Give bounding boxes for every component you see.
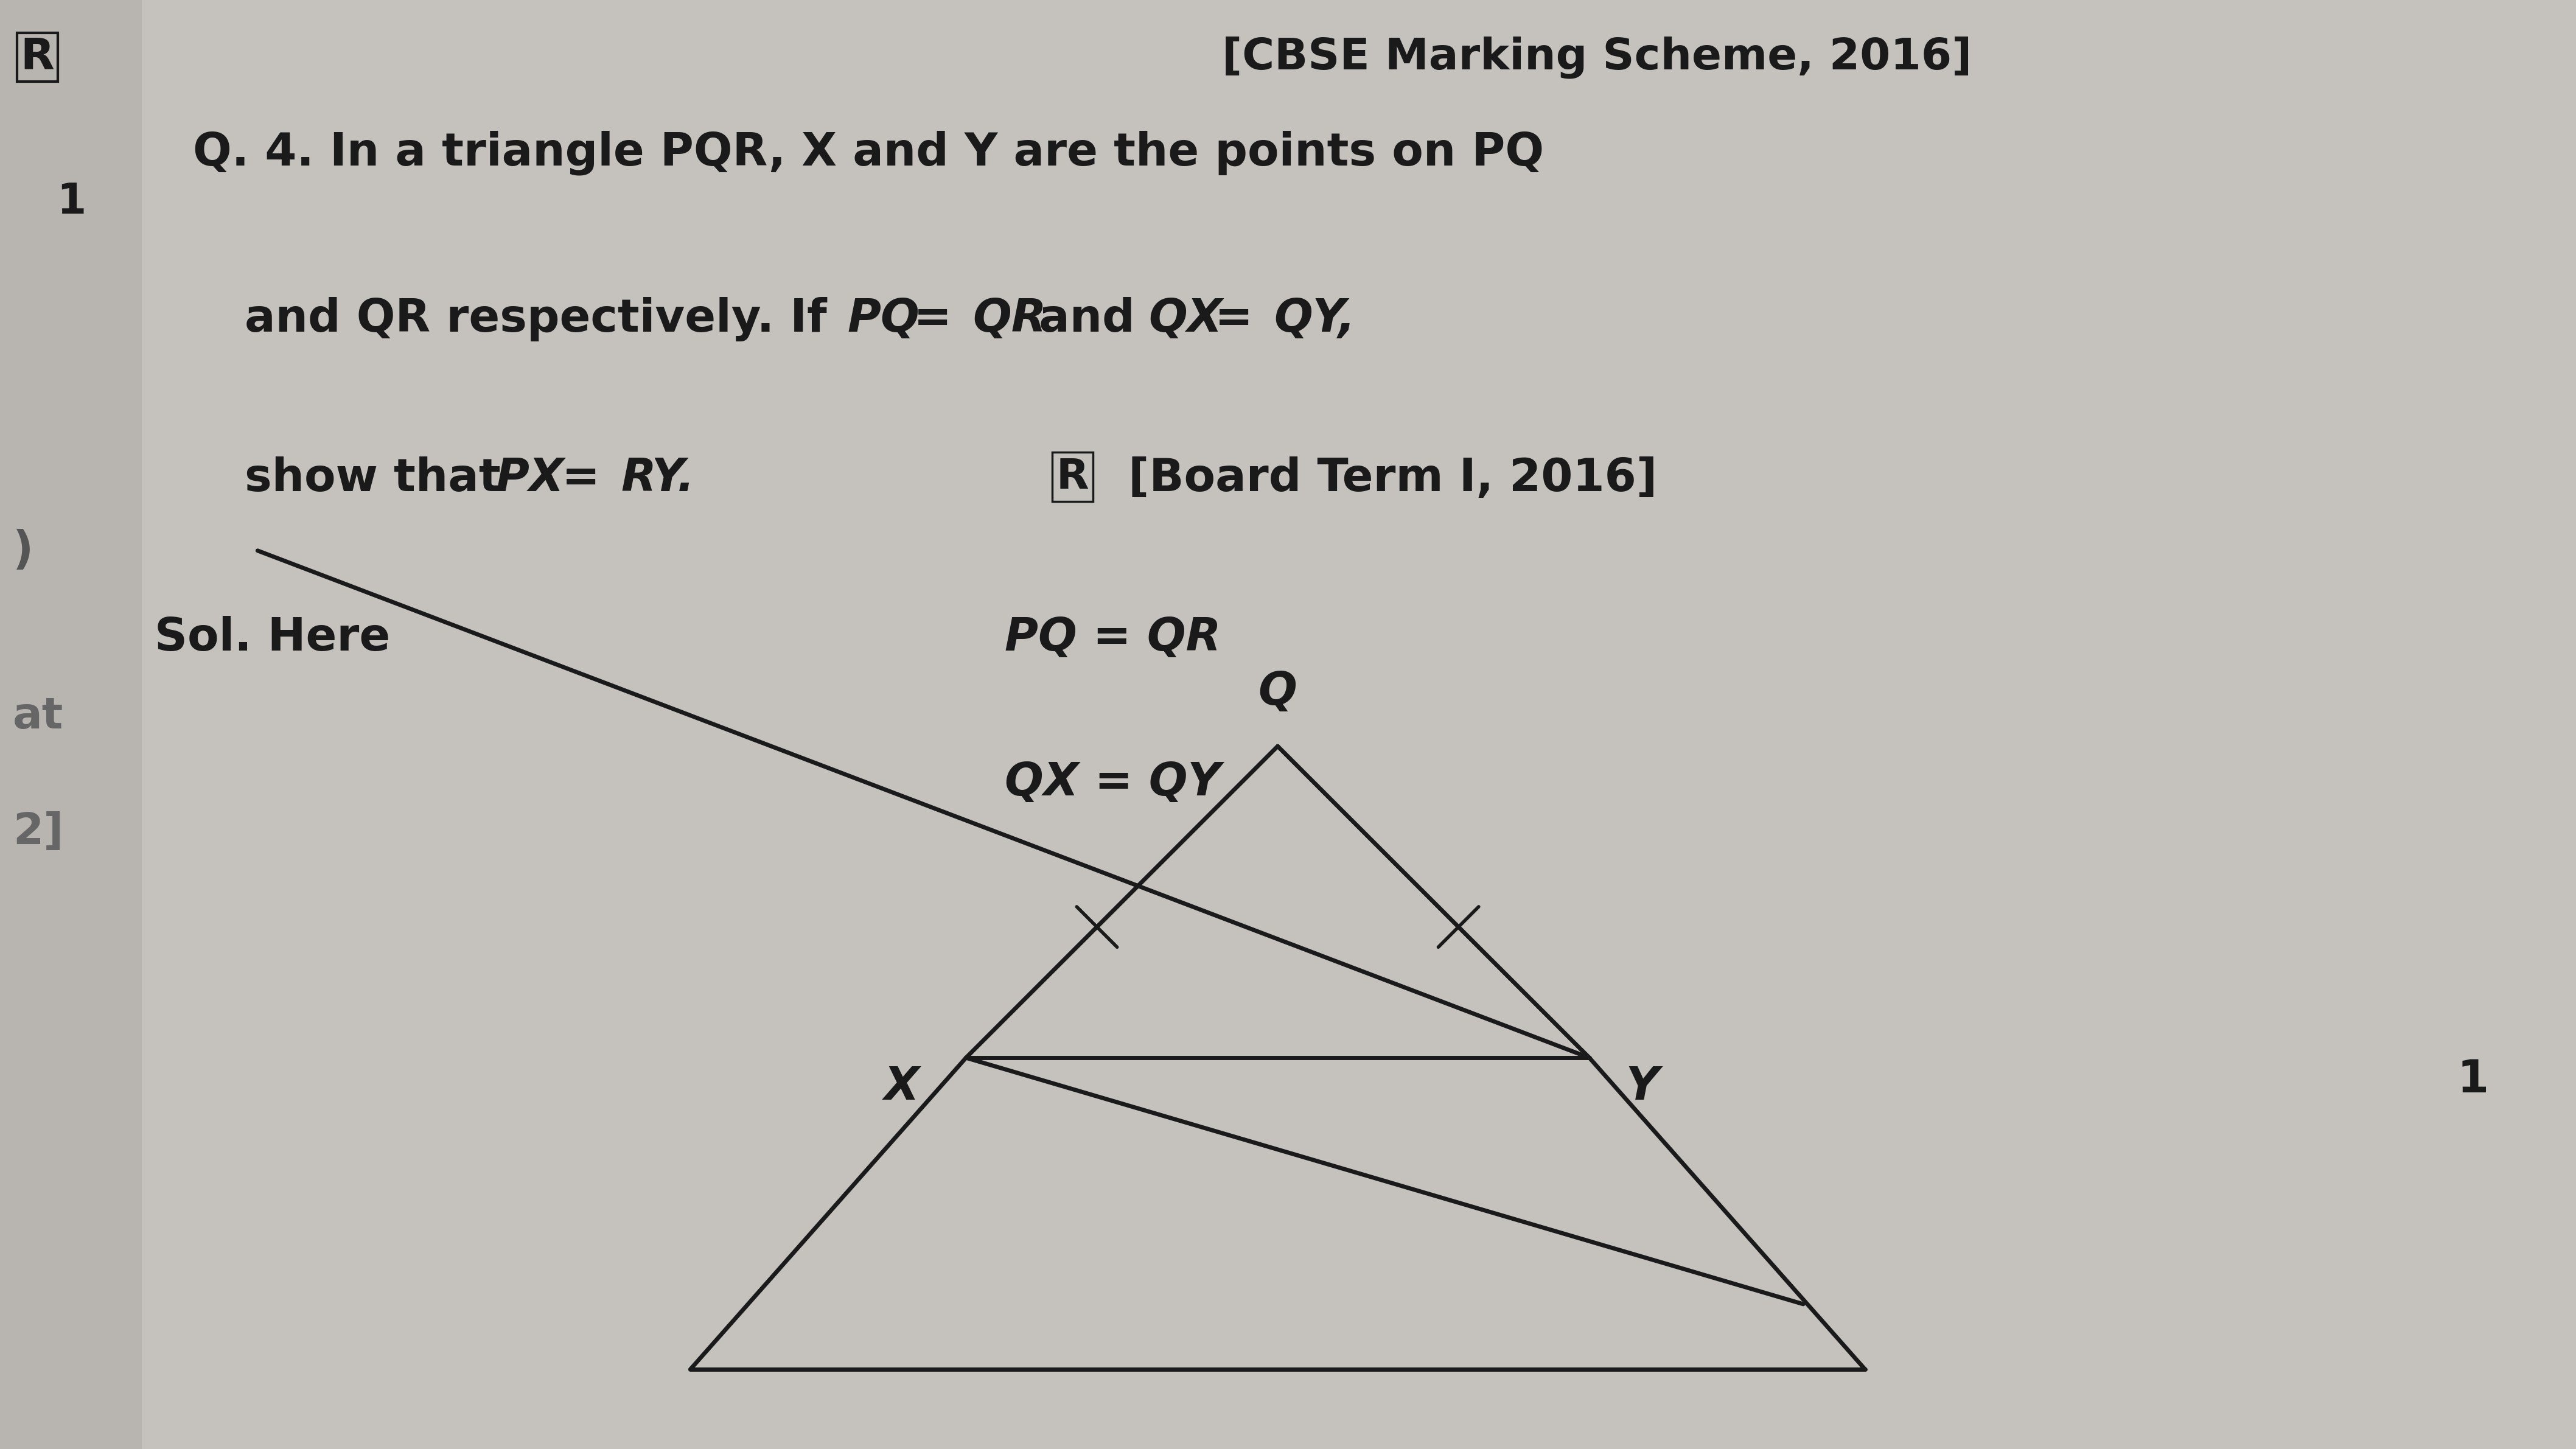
Text: [CBSE Marking Scheme, 2016]: [CBSE Marking Scheme, 2016] [1221,36,1973,78]
Text: QX = QY: QX = QY [1005,761,1221,806]
Text: ): ) [13,529,33,574]
Text: Q. 4. In a triangle PQR, X and Y are the points on PQ: Q. 4. In a triangle PQR, X and Y are the… [193,130,1543,175]
Text: 1: 1 [57,181,85,222]
Text: Y: Y [1625,1065,1659,1110]
Text: =: = [546,456,616,501]
Text: QY,: QY, [1275,297,1355,342]
Text: =: = [896,297,969,342]
Text: 1: 1 [2458,1058,2488,1103]
Text: RY.: RY. [621,456,696,501]
Text: Q: Q [1257,669,1298,714]
Text: PX: PX [495,456,564,501]
Text: =: = [1198,297,1270,342]
Text: and: and [1023,297,1151,342]
Text: Sol. Here: Sol. Here [155,616,389,661]
Text: [Board Term I, 2016]: [Board Term I, 2016] [1128,456,1656,501]
Text: QR: QR [974,297,1046,342]
Bar [0,0,142,1449]
Text: PQ: PQ [848,297,920,342]
Text: R: R [1056,456,1090,497]
Text: QX: QX [1149,297,1224,342]
Text: X: X [884,1065,920,1110]
Text: PQ = QR: PQ = QR [1005,616,1221,661]
Text: show that: show that [245,456,518,501]
Text: and QR respectively. If: and QR respectively. If [245,297,842,342]
Text: R: R [21,36,54,78]
Text: at: at [13,696,64,738]
Text: 2]: 2] [13,811,64,853]
